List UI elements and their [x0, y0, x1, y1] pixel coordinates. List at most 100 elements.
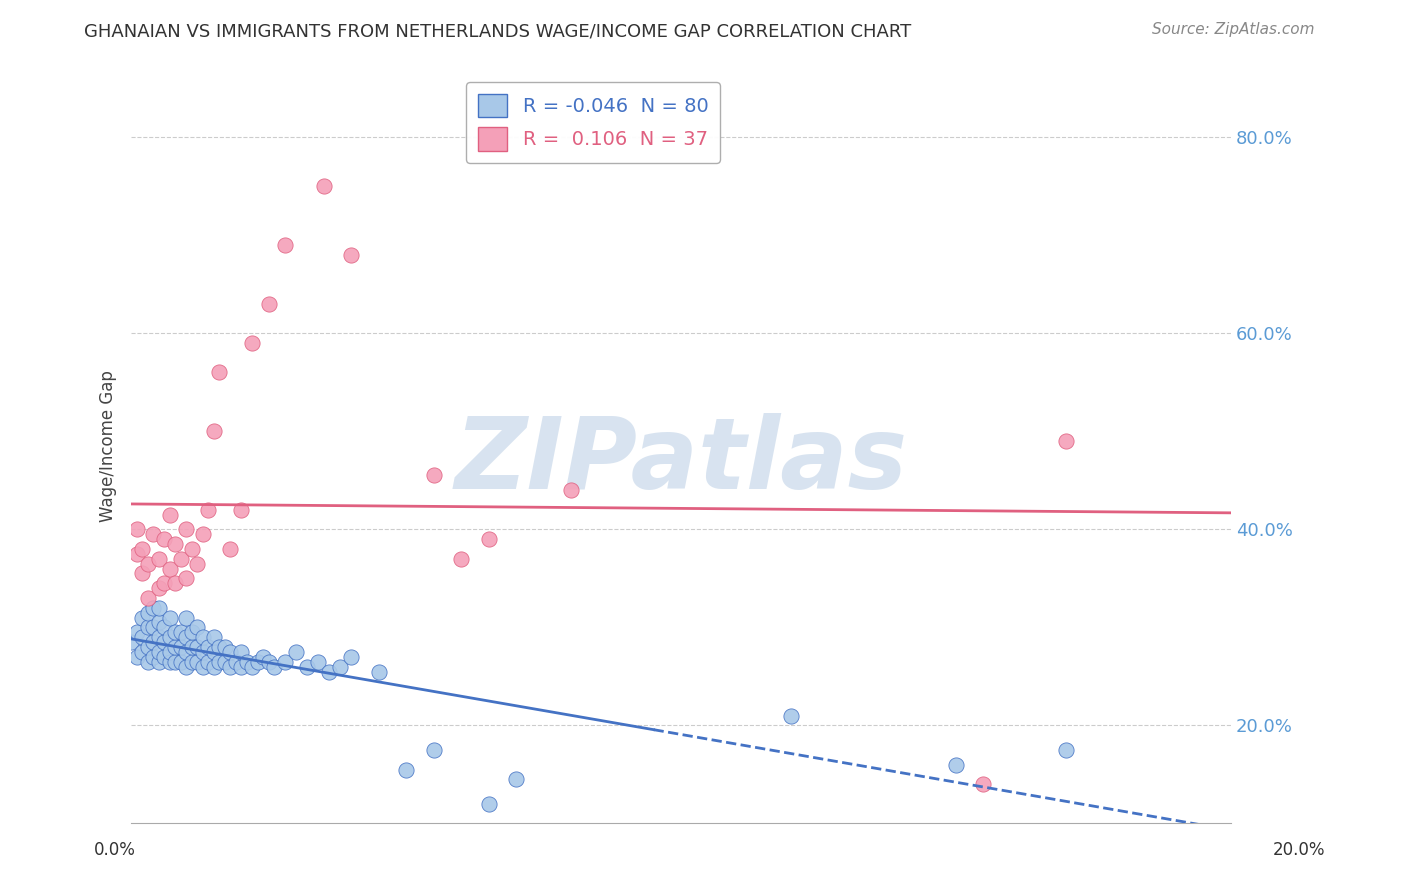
Point: [972, 777, 994, 791]
Point: [142, 527, 165, 541]
Point: [131, 630, 153, 644]
Point: [170, 640, 193, 654]
Point: [180, 625, 202, 640]
Point: [170, 551, 193, 566]
Point: [125, 547, 148, 561]
Point: [478, 797, 501, 811]
Point: [148, 615, 170, 630]
Point: [231, 659, 253, 673]
Point: [197, 640, 219, 654]
Point: [780, 708, 803, 723]
Point: [125, 625, 148, 640]
Point: [165, 576, 187, 591]
Point: [191, 659, 214, 673]
Point: [231, 645, 253, 659]
Point: [208, 640, 231, 654]
Point: [136, 640, 159, 654]
Point: [165, 640, 187, 654]
Point: [174, 610, 197, 624]
Point: [125, 649, 148, 664]
Point: [159, 630, 181, 644]
Text: Source: ZipAtlas.com: Source: ZipAtlas.com: [1152, 22, 1315, 37]
Point: [148, 581, 170, 595]
Point: [560, 483, 582, 497]
Point: [174, 645, 197, 659]
Point: [340, 649, 363, 664]
Point: [159, 561, 181, 575]
Point: [329, 659, 352, 673]
Point: [202, 659, 225, 673]
Point: [186, 655, 208, 669]
Point: [367, 665, 389, 679]
Text: GHANAIAN VS IMMIGRANTS FROM NETHERLANDS WAGE/INCOME GAP CORRELATION CHART: GHANAIAN VS IMMIGRANTS FROM NETHERLANDS …: [84, 22, 911, 40]
Point: [136, 606, 159, 620]
Point: [180, 541, 202, 556]
Point: [142, 649, 165, 664]
Point: [191, 527, 214, 541]
Point: [252, 649, 274, 664]
Point: [159, 655, 181, 669]
Point: [274, 238, 297, 252]
Point: [208, 655, 231, 669]
Point: [180, 655, 202, 669]
Point: [240, 659, 263, 673]
Point: [240, 336, 263, 351]
Point: [165, 625, 187, 640]
Point: [174, 522, 197, 536]
Point: [225, 655, 247, 669]
Point: [450, 551, 472, 566]
Point: [186, 640, 208, 654]
Point: [505, 772, 527, 787]
Point: [307, 655, 329, 669]
Point: [263, 659, 285, 673]
Point: [148, 600, 170, 615]
Point: [340, 248, 363, 262]
Point: [231, 502, 253, 516]
Point: [148, 630, 170, 644]
Point: [170, 655, 193, 669]
Point: [136, 655, 159, 669]
Text: 20.0%: 20.0%: [1272, 840, 1326, 858]
Point: [159, 645, 181, 659]
Point: [202, 645, 225, 659]
Point: [142, 620, 165, 634]
Point: [148, 551, 170, 566]
Point: [159, 610, 181, 624]
Point: [197, 655, 219, 669]
Point: [395, 763, 418, 777]
Point: [422, 743, 444, 757]
Point: [257, 655, 280, 669]
Point: [257, 297, 280, 311]
Legend: R = -0.046  N = 80, R =  0.106  N = 37: R = -0.046 N = 80, R = 0.106 N = 37: [467, 82, 720, 162]
Point: [159, 508, 181, 522]
Point: [153, 532, 176, 546]
Point: [153, 620, 176, 634]
Point: [125, 522, 148, 536]
Point: [131, 610, 153, 624]
Point: [214, 640, 236, 654]
Point: [186, 557, 208, 571]
Point: [148, 645, 170, 659]
Point: [153, 649, 176, 664]
Text: 0.0%: 0.0%: [94, 840, 136, 858]
Point: [174, 571, 197, 585]
Point: [142, 635, 165, 649]
Point: [219, 645, 242, 659]
Point: [214, 655, 236, 669]
Text: ZIPatlas: ZIPatlas: [454, 413, 908, 509]
Point: [153, 635, 176, 649]
Point: [285, 645, 308, 659]
Point: [219, 541, 242, 556]
Point: [945, 757, 967, 772]
Point: [165, 537, 187, 551]
Point: [191, 630, 214, 644]
Point: [197, 502, 219, 516]
Point: [180, 640, 202, 654]
Point: [191, 645, 214, 659]
Point: [295, 659, 318, 673]
Y-axis label: Wage/Income Gap: Wage/Income Gap: [100, 370, 117, 522]
Point: [219, 659, 242, 673]
Point: [1054, 434, 1077, 449]
Point: [274, 655, 297, 669]
Point: [131, 566, 153, 581]
